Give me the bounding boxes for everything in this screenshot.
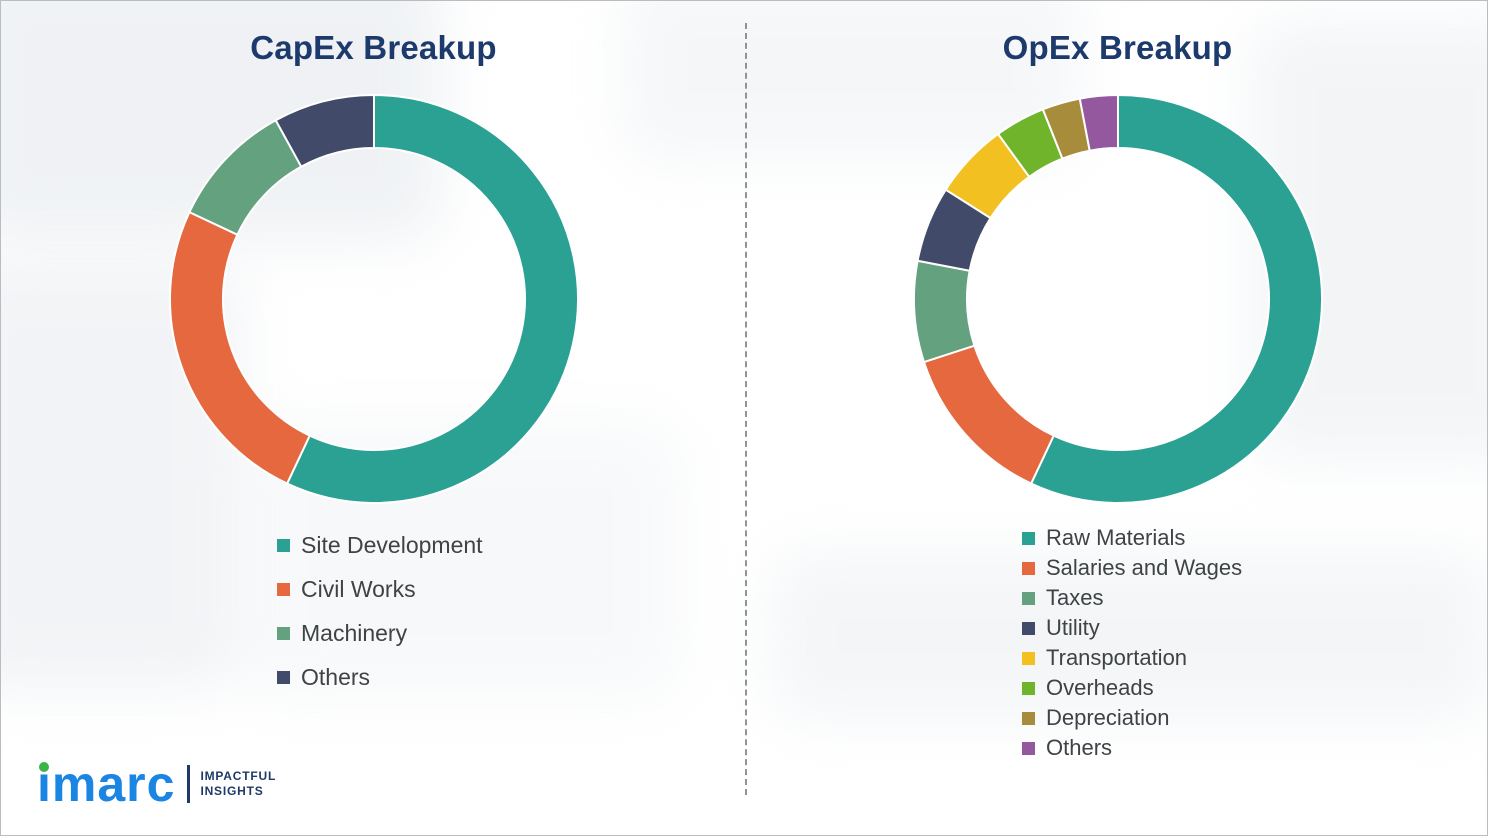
segment-civil-works — [168, 210, 311, 485]
legend-label: Raw Materials — [1046, 525, 1186, 550]
legend-item-site-development: Site Development — [277, 523, 746, 567]
capex-title: CapEx Breakup — [250, 29, 497, 66]
segment-site-development — [285, 93, 579, 504]
capex-panel: CapEx Breakup Site Development Civil Work… — [1, 1, 746, 835]
capex-donut-chart — [168, 93, 579, 504]
logo-tagline-line2: INSIGHTS — [200, 784, 264, 798]
legend-label: Transportation — [1046, 645, 1188, 670]
legend-marker — [277, 626, 290, 640]
legend-marker — [277, 670, 290, 684]
legend-marker — [1022, 531, 1035, 545]
legend-marker — [1022, 561, 1035, 575]
opex-panel: OpEx Breakup Raw Materials Salaries and W… — [746, 1, 1487, 835]
legend-item-overheads: Overheads — [1022, 673, 1487, 703]
logo-divider-bar — [187, 765, 191, 803]
legend-label: Machinery — [301, 619, 408, 646]
legend-marker — [1022, 621, 1035, 635]
legend-item-machinery: Machinery — [277, 611, 746, 655]
legend-label: Site Development — [301, 531, 483, 558]
legend-marker — [1022, 711, 1035, 725]
legend-label: Depreciation — [1046, 705, 1170, 730]
logo-tagline-line1: IMPACTFUL — [200, 769, 277, 783]
imarc-logo: ı marc IMPACTFUL INSIGHTS — [37, 759, 276, 809]
center-dashed-divider — [745, 23, 747, 795]
capex-legend: Site Development Civil Works Machinery Othe… — [277, 523, 746, 699]
opex-legend: Raw Materials Salaries and Wages Taxes Util… — [1022, 523, 1487, 763]
segment-others — [1078, 93, 1119, 152]
legend-item-transportation: Transportation — [1022, 643, 1487, 673]
legend-item-utility: Utility — [1022, 613, 1487, 643]
legend-marker — [277, 582, 290, 596]
opex-donut-chart — [912, 93, 1323, 504]
segment-others — [273, 93, 375, 169]
legend-marker — [1022, 591, 1035, 605]
legend-item-taxes: Taxes — [1022, 583, 1487, 613]
legend-item-others: Others — [277, 655, 746, 699]
logo-i-dot — [39, 762, 50, 772]
legend-marker — [1022, 741, 1035, 755]
legend-label: Civil Works — [301, 575, 416, 602]
legend-label: Utility — [1046, 615, 1100, 640]
legend-label: Taxes — [1046, 585, 1104, 610]
legend-marker — [277, 538, 290, 552]
opex-title: OpEx Breakup — [1002, 29, 1233, 66]
legend-marker — [1022, 651, 1035, 665]
legend-label: Overheads — [1046, 675, 1154, 700]
legend-item-raw-materials: Raw Materials — [1022, 523, 1487, 553]
legend-item-salaries-and-wages: Salaries and Wages — [1022, 553, 1487, 583]
logo-tagline: IMPACTFUL INSIGHTS — [200, 769, 276, 799]
segment-salaries-and-wages — [922, 344, 1055, 485]
legend-label: Others — [301, 663, 371, 690]
legend-label: Salaries and Wages — [1046, 555, 1243, 580]
segment-taxes — [912, 259, 976, 364]
legend-label: Others — [1046, 735, 1113, 760]
imarc-wordmark: ı marc — [37, 756, 176, 812]
legend-item-others: Others — [1022, 733, 1487, 763]
legend-item-civil-works: Civil Works — [277, 567, 746, 611]
segment-raw-materials — [1029, 93, 1323, 504]
legend-item-depreciation: Depreciation — [1022, 703, 1487, 733]
legend-marker — [1022, 681, 1035, 695]
